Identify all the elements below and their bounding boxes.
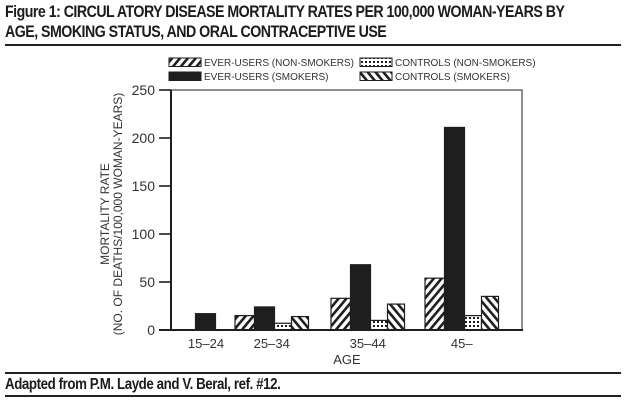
y-tick-label: 100 <box>132 226 156 242</box>
title-divider <box>5 44 621 46</box>
y-axis-label-line-2: (NO. OF DEATHS/100,000 WOMAN-YEARS) <box>111 93 125 336</box>
legend-label: EVER-USERS (SMOKERS) <box>204 72 328 83</box>
caption-top-divider <box>5 372 621 374</box>
y-tick-label: 0 <box>147 322 155 338</box>
legend-label: EVER-USERS (NON-SMOKERS) <box>204 58 354 69</box>
bars <box>194 126 500 331</box>
bar-45-series-0 <box>424 277 446 331</box>
y-axis-label-line-1: MORTALITY RATE <box>98 163 112 265</box>
bar-1524-series-1 <box>194 313 217 331</box>
plot-area <box>170 89 523 331</box>
axes: 0 50 100 150 200 250 15–24 25–34 35–44 45– <box>132 82 523 351</box>
bar-2534-series-1 <box>253 306 276 331</box>
bar-45-series-1 <box>443 126 466 331</box>
x-tick-label: 25–34 <box>254 336 290 351</box>
bar-3544-series-2 <box>369 319 389 331</box>
bar-2534-series-0 <box>234 315 256 331</box>
legend-swatch <box>168 71 202 81</box>
bar-2534-series-2 <box>273 322 293 331</box>
y-tick-label: 150 <box>132 178 156 194</box>
figure-caption: Adapted from P.M. Layde and V. Beral, re… <box>5 376 281 393</box>
bar-2534-series-3 <box>290 315 310 331</box>
bar-45-series-3 <box>480 295 500 331</box>
y-tick-label: 250 <box>132 82 156 98</box>
bar-45-series-2 <box>463 315 483 331</box>
legend-item: CONTROLS (SMOKERS) <box>359 71 510 83</box>
bar-3544-series-1 <box>349 264 372 331</box>
y-tick-label: 200 <box>132 130 156 146</box>
y-tick-label: 50 <box>139 274 155 290</box>
legend-item: EVER-USERS (SMOKERS) <box>168 71 328 83</box>
legend-label: CONTROLS (SMOKERS) <box>395 72 510 83</box>
legend-item: CONTROLS (NON-SMOKERS) <box>359 57 536 69</box>
figure-title: Figure 1: CIRCUL ATORY DISEASE MORTALITY… <box>5 2 621 42</box>
legend-item: EVER-USERS (NON-SMOKERS) <box>168 57 354 69</box>
chart-legend: EVER-USERS (NON-SMOKERS) EVER-USERS (SMOK… <box>168 57 536 83</box>
legend-label: CONTROLS (NON-SMOKERS) <box>395 58 536 69</box>
bar-3544-series-0 <box>330 297 352 331</box>
caption-bottom-divider <box>5 395 621 397</box>
plot-frame <box>170 89 523 331</box>
x-axis-label: AGE <box>333 352 361 367</box>
legend-swatch <box>359 71 393 81</box>
x-tick-label: 35–44 <box>350 336 386 351</box>
legend-swatch <box>168 57 202 67</box>
figure-title-line-1: Figure 1: CIRCUL ATORY DISEASE MORTALITY… <box>5 3 565 21</box>
x-tick-label: 45– <box>451 336 473 351</box>
figure-title-line-2: AGE, SMOKING STATUS, AND ORAL CONTRACEPT… <box>5 23 387 41</box>
legend-swatch <box>359 57 393 67</box>
x-tick-label: 15–24 <box>188 336 224 351</box>
bar-3544-series-3 <box>386 303 406 331</box>
